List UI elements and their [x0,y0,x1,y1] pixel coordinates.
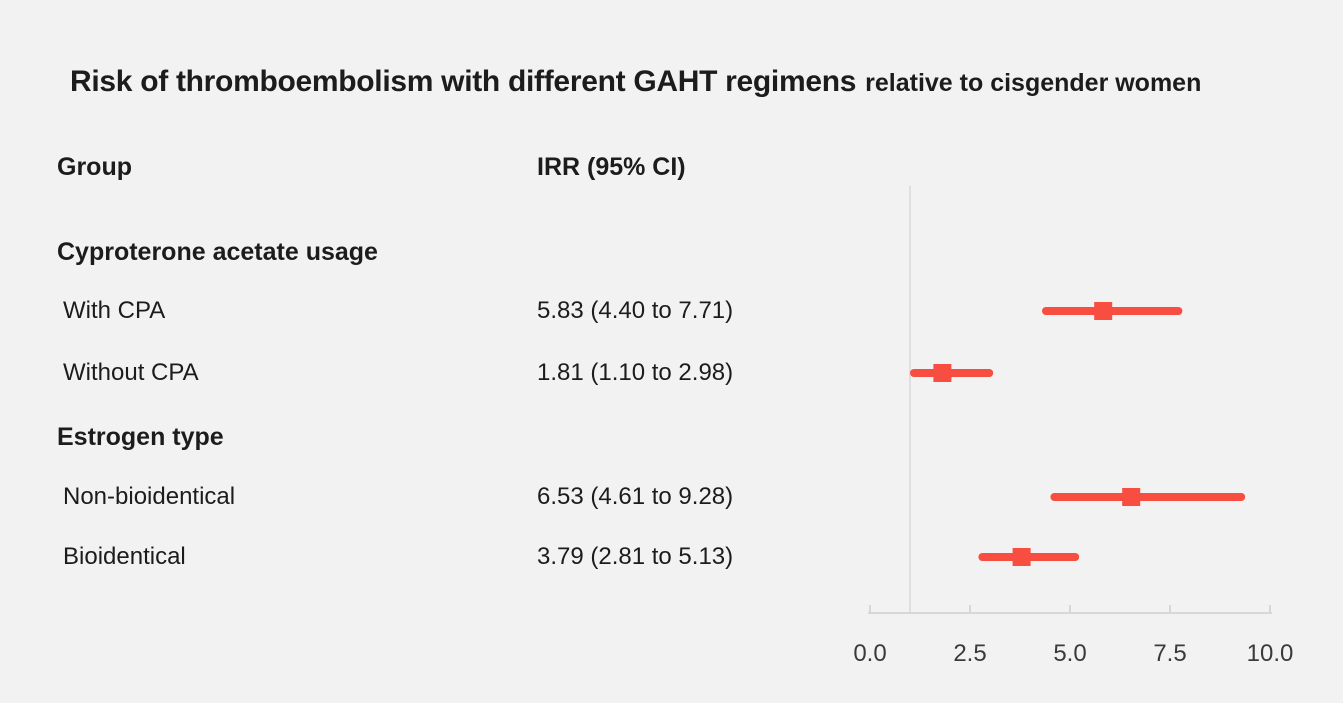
point-estimate-marker [933,364,952,382]
row-label: Non-bioidentical [63,483,236,510]
x-axis-tick-label: 5.0 [1053,640,1086,667]
chart-title-main: Risk of thromboembolism with different G… [70,65,857,98]
chart-title-suffix: relative to cisgender women [865,69,1202,97]
chart-title: Risk of thromboembolism with different G… [70,64,1201,105]
row-irr-value: 5.83 (4.40 to 7.71) [537,297,734,324]
row-label: With CPA [63,297,166,324]
point-estimate-marker [1012,548,1031,566]
column-header-group: Group [57,153,132,181]
x-axis-tick-label: 7.5 [1153,640,1186,667]
row-irr-value: 6.53 (4.61 to 9.28) [537,483,734,510]
row-label: Bioidentical [63,543,186,570]
x-axis-tick-label: 10.0 [1247,640,1294,667]
x-axis-tick-label: 0.0 [853,640,886,667]
point-estimate-marker [1094,302,1113,320]
group-section-label: Estrogen type [57,423,224,451]
group-section-label: Cyproterone acetate usage [57,238,378,266]
row-label: Without CPA [63,359,199,386]
row-irr-value: 3.79 (2.81 to 5.13) [537,543,734,570]
point-estimate-marker [1122,488,1141,506]
row-irr-value: 1.81 (1.10 to 2.98) [537,359,734,386]
x-axis-tick-label: 2.5 [953,640,986,667]
column-header-irr: IRR (95% CI) [537,153,686,181]
